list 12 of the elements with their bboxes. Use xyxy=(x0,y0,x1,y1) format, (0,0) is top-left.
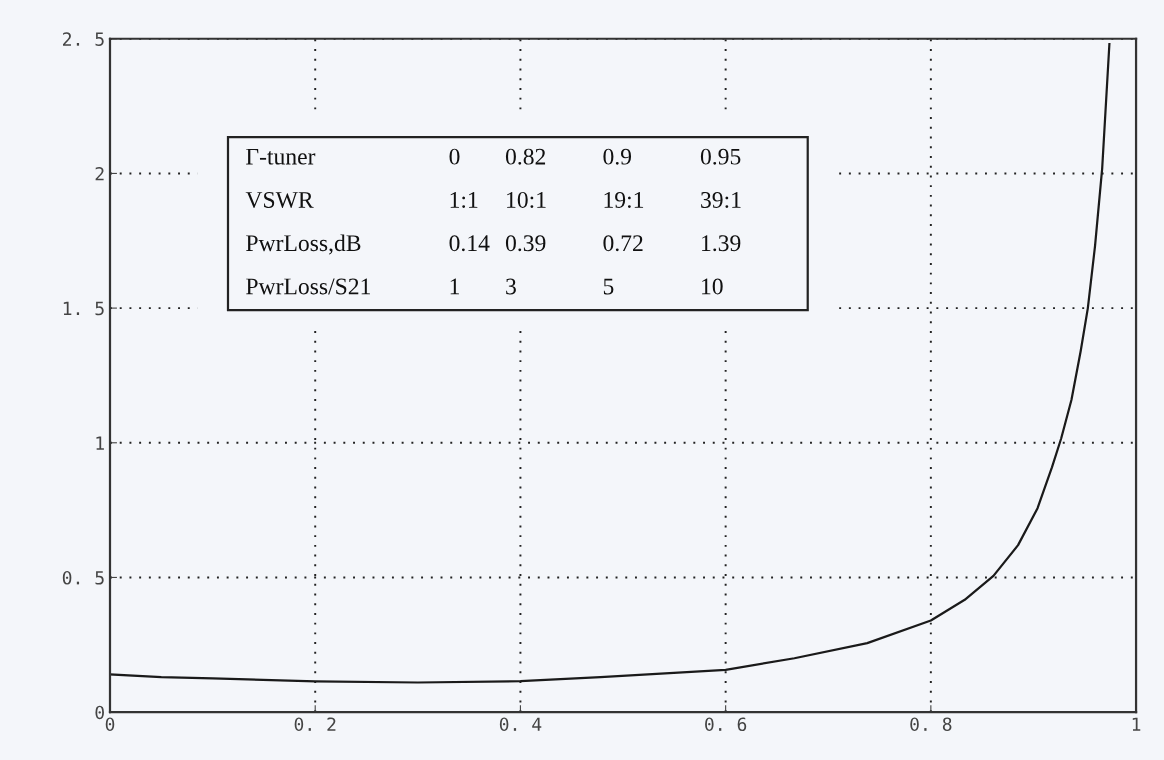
y-tick-label: 2. 5 xyxy=(63,32,104,46)
y-tick-label: 2 xyxy=(95,166,104,181)
x-tick-label: 0. 4 xyxy=(499,717,542,732)
x-tick-label: 0. 6 xyxy=(705,717,747,732)
x-tick-label: 1 xyxy=(1132,717,1141,731)
y-tick-label: 1 xyxy=(96,436,104,450)
y-tick-label: 1. 5 xyxy=(63,301,104,316)
x-tick-label: 0. 2 xyxy=(294,717,336,732)
y-tick-label: 0 xyxy=(95,705,104,720)
x-tick-label: 0 xyxy=(105,717,115,732)
y-tick-label: 0. 5 xyxy=(62,570,104,585)
x-tick-label: 0. 8 xyxy=(910,717,952,732)
